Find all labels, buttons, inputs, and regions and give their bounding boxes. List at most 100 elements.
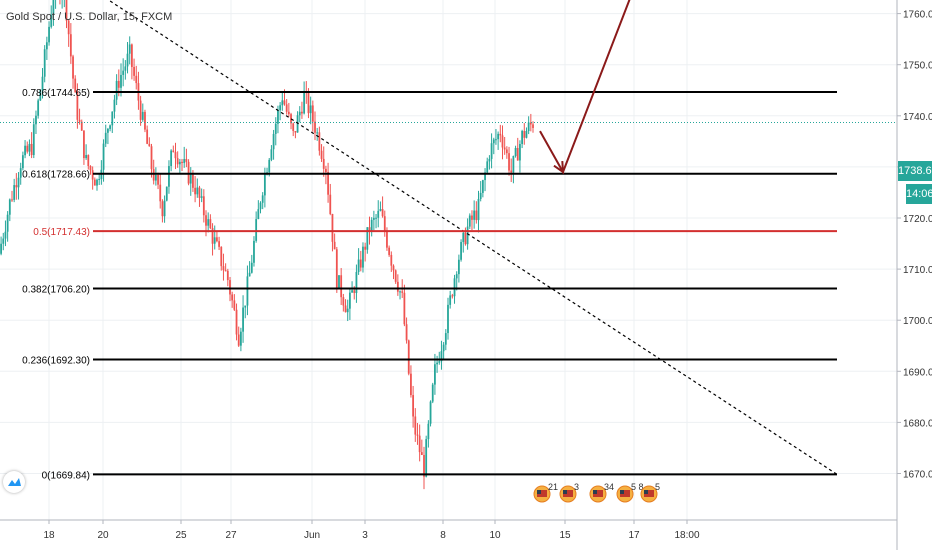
candle-body — [6, 214, 9, 232]
candle-body — [178, 161, 181, 165]
candle-body — [462, 232, 465, 243]
candle-body — [499, 133, 502, 136]
candle-body — [370, 219, 373, 233]
candle-body — [394, 270, 397, 282]
candle-body — [281, 100, 284, 106]
candle-body — [128, 44, 131, 54]
price-tick-label: 1690.00 — [903, 367, 932, 378]
time-tick-label: 17 — [628, 530, 640, 541]
calendar-event-flag-icon — [563, 490, 567, 494]
candle-body — [357, 259, 360, 272]
candle-body — [412, 395, 415, 417]
fib-level-label: 0(1669.84) — [42, 470, 90, 481]
candle-body — [139, 100, 142, 120]
candle-body — [510, 170, 513, 173]
fib-level-label: 0.786(1744.65) — [22, 88, 90, 99]
candle-body — [529, 122, 532, 125]
candle-body — [48, 26, 50, 43]
current-price-badge: 1738.68 — [898, 161, 932, 181]
candle-body — [442, 344, 445, 352]
candle-body — [39, 90, 42, 101]
candle-body — [11, 199, 13, 201]
candle-body — [488, 158, 491, 162]
event-count-label: 5 8 — [631, 482, 644, 492]
candle-body — [13, 185, 16, 200]
candle-body — [320, 150, 323, 159]
candle-body — [172, 150, 175, 153]
candle-body — [414, 416, 417, 435]
candle-body — [340, 275, 343, 298]
time-axis[interactable]: 18 20 25 27 Jun 3 8 10 15 17 18:00 — [0, 519, 897, 541]
tradingview-logo-icon[interactable] — [3, 471, 25, 493]
candle-body — [37, 100, 40, 116]
candle-body — [261, 195, 264, 203]
candle-body — [416, 434, 419, 436]
candle-body — [353, 290, 356, 294]
candle-body — [268, 159, 271, 173]
candle-body — [220, 246, 223, 267]
candle-body — [259, 202, 262, 210]
candle-body — [405, 324, 408, 341]
symbol-title[interactable]: Gold Spot / U.S. Dollar, 15, FXCM — [6, 11, 173, 23]
candle-body — [449, 295, 452, 305]
price-tick-label: 1740.00 — [903, 112, 932, 123]
candle-body — [246, 276, 249, 306]
economic-events[interactable]: 21 3 34 5 8 5 — [533, 482, 660, 503]
candle-body — [279, 105, 282, 111]
candle-body — [113, 99, 116, 112]
candle-body — [41, 76, 44, 91]
price-axis[interactable]: 1770.001760.001750.001740.001730.001720.… — [896, 0, 932, 550]
candle-body — [492, 139, 495, 144]
candle-body — [331, 213, 334, 242]
candle-body — [434, 364, 436, 385]
candle-body — [87, 155, 90, 167]
candle-body — [32, 124, 35, 156]
candle-body — [198, 187, 201, 198]
time-tick-label: 25 — [175, 530, 187, 541]
time-tick-label: 15 — [559, 530, 571, 541]
candle-body — [386, 231, 388, 248]
candle-body — [523, 131, 526, 138]
candle-body — [216, 237, 218, 242]
candle-body — [316, 132, 319, 134]
candle-body — [24, 145, 26, 156]
fib-level-label: 0.236(1692.30) — [22, 356, 90, 367]
candle-body — [290, 114, 292, 124]
candle-body — [196, 187, 199, 195]
candle-body — [242, 307, 244, 332]
candle-body — [431, 384, 434, 402]
candle-body — [89, 166, 92, 171]
candle-body — [455, 274, 458, 279]
candle-body — [309, 105, 312, 114]
candle-body — [359, 259, 362, 268]
candle-body — [519, 144, 521, 161]
fibonacci-retracement[interactable]: 1(1765.02)0.786(1744.65)0.618(1728.66)0.… — [22, 0, 837, 481]
candle-body — [250, 262, 253, 273]
candle-body — [466, 226, 469, 245]
candle-body — [375, 217, 377, 219]
time-tick-label: 3 — [362, 530, 368, 541]
candle-body — [209, 219, 212, 229]
candle-body — [427, 423, 430, 440]
candle-body — [508, 153, 510, 171]
candle-body — [296, 115, 299, 133]
candle-body — [383, 216, 386, 232]
candle-body — [438, 361, 441, 363]
candle-body — [239, 331, 242, 346]
time-tick-label: 8 — [440, 530, 446, 541]
candle-body — [447, 304, 449, 334]
time-tick-label: 10 — [489, 530, 501, 541]
candle-body — [512, 156, 515, 173]
candle-body — [211, 228, 214, 244]
candle-body — [390, 254, 393, 266]
projection-arrow[interactable] — [539, 0, 635, 175]
candle-body — [159, 184, 162, 202]
candle-body — [272, 133, 275, 150]
candle-body — [244, 305, 247, 308]
candle-body — [150, 146, 153, 170]
candle-body — [93, 179, 96, 186]
calendar-event-flag-icon — [563, 490, 573, 497]
candle-body — [314, 121, 316, 133]
candle-body — [473, 210, 476, 220]
